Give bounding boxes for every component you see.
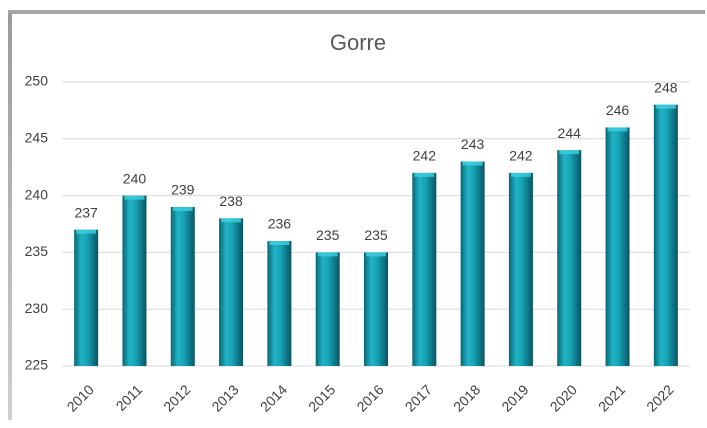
bar-cap	[76, 229, 97, 234]
data-label: 240	[123, 170, 147, 186]
bar	[460, 161, 485, 366]
y-tick-label: 250	[25, 73, 49, 89]
bar-cap	[510, 172, 531, 177]
y-tick-label: 235	[25, 243, 49, 259]
bar-cap	[124, 195, 145, 200]
chart-title: Gorre	[330, 30, 386, 55]
data-label: 237	[74, 204, 98, 220]
bar	[315, 252, 340, 366]
bar	[219, 218, 244, 366]
frame-shadow	[8, 10, 705, 14]
data-label: 248	[654, 79, 678, 95]
bar	[170, 206, 195, 366]
bar	[412, 172, 437, 366]
y-tick-label: 225	[25, 357, 49, 373]
bar	[605, 127, 630, 366]
frame-shadow	[8, 10, 12, 420]
bar-cap	[269, 241, 290, 246]
data-label: 238	[219, 193, 243, 209]
bar	[74, 229, 99, 366]
data-label: 242	[413, 148, 437, 164]
data-label: 242	[509, 148, 533, 164]
bar-cap	[366, 252, 386, 257]
bar-cap	[317, 252, 338, 257]
bar-cap	[655, 104, 676, 109]
bar-cap	[172, 206, 193, 211]
bar-cap	[414, 172, 435, 177]
bar-cap	[559, 150, 580, 155]
data-label: 243	[461, 136, 485, 152]
bar	[508, 172, 533, 366]
bar-cap	[607, 127, 628, 132]
bar	[122, 195, 147, 366]
data-label: 246	[606, 102, 630, 118]
data-label: 235	[316, 227, 340, 243]
y-tick-label: 240	[25, 186, 49, 202]
data-label: 236	[268, 216, 292, 232]
y-tick-label: 245	[25, 130, 49, 146]
data-label: 244	[558, 125, 582, 141]
bar-cap	[221, 218, 242, 223]
bar	[557, 150, 582, 366]
bar	[653, 104, 678, 366]
bar	[267, 241, 292, 366]
data-label: 235	[364, 227, 388, 243]
bar-cap	[462, 161, 483, 166]
data-label: 239	[171, 182, 195, 198]
y-tick-label: 230	[25, 300, 49, 316]
bar	[364, 252, 388, 366]
